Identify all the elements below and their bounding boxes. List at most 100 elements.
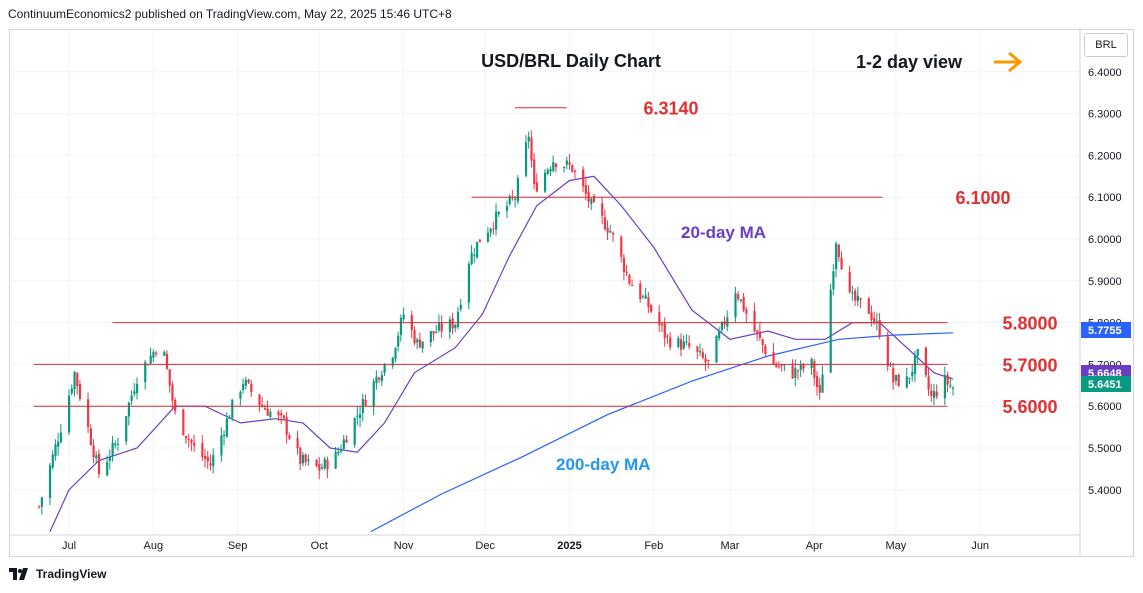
candle-body bbox=[856, 295, 859, 301]
candle-body bbox=[832, 271, 835, 290]
candle-body bbox=[149, 355, 152, 364]
candle-body bbox=[601, 203, 604, 216]
candle-body bbox=[38, 506, 41, 508]
level-label: 6.3140 bbox=[643, 99, 698, 119]
candle-body bbox=[359, 414, 362, 419]
candle-body bbox=[326, 459, 329, 470]
candle-body bbox=[380, 375, 383, 382]
candle-body bbox=[535, 182, 539, 192]
chart-frame bbox=[9, 29, 1134, 557]
candle-body bbox=[372, 381, 375, 407]
candle-body bbox=[669, 337, 672, 348]
candle-body bbox=[190, 439, 193, 443]
candle-body bbox=[258, 394, 261, 406]
candle-body bbox=[340, 449, 343, 452]
candle-body bbox=[435, 332, 438, 334]
candle-body bbox=[603, 217, 607, 230]
candle-body bbox=[737, 294, 740, 300]
candle-body bbox=[916, 349, 919, 356]
labels: 6.3140 6.1000 5.8000 5.7000 5.6000 USD/BRL Da… bbox=[481, 51, 1057, 474]
candle-body bbox=[946, 374, 949, 385]
y-tick-label: 6.1000 bbox=[1088, 192, 1122, 204]
candle-body bbox=[582, 169, 585, 187]
candle-body bbox=[777, 366, 781, 368]
candle-body bbox=[584, 185, 587, 194]
candle-body bbox=[174, 399, 177, 412]
candle-body bbox=[761, 339, 764, 345]
candle-body bbox=[394, 348, 397, 359]
candle-body bbox=[193, 442, 196, 446]
candle-body bbox=[878, 319, 881, 337]
candle-body bbox=[399, 317, 403, 335]
symbol-label[interactable]: BRL bbox=[1084, 33, 1128, 57]
candle-body bbox=[152, 351, 155, 358]
candle-body bbox=[476, 241, 479, 258]
candle-body bbox=[530, 137, 533, 161]
candle-body bbox=[549, 168, 552, 172]
y-tick-label: 5.9000 bbox=[1088, 276, 1122, 288]
candle-body bbox=[612, 232, 615, 235]
price-box-last bbox=[1081, 376, 1131, 392]
candle-body bbox=[663, 323, 666, 338]
y-tick-label: 5.4000 bbox=[1088, 485, 1122, 497]
candle-body bbox=[911, 371, 914, 377]
candle-body bbox=[775, 363, 778, 367]
candle-body bbox=[301, 454, 305, 464]
candle-body bbox=[114, 443, 117, 446]
tradingview-logo-icon bbox=[9, 568, 31, 580]
candle-body bbox=[378, 377, 381, 380]
candle-body bbox=[935, 391, 938, 397]
candle-body bbox=[307, 459, 310, 461]
price-box-label: 5.6451 bbox=[1088, 379, 1122, 391]
candle-body bbox=[127, 402, 131, 417]
candle-body bbox=[182, 409, 185, 436]
candle-body bbox=[432, 331, 435, 334]
candle-body bbox=[511, 197, 514, 199]
footer: TradingView bbox=[9, 567, 106, 581]
candle-body bbox=[225, 418, 228, 437]
candle-body bbox=[163, 351, 166, 356]
candle-body bbox=[440, 323, 443, 332]
candle-body bbox=[165, 353, 169, 369]
candle-body bbox=[718, 331, 721, 339]
candle-body bbox=[89, 428, 92, 445]
candle-body bbox=[796, 370, 800, 372]
candle-body bbox=[144, 362, 147, 383]
price-box-ma200 bbox=[1081, 322, 1131, 338]
candle-body bbox=[204, 455, 207, 460]
candle-body bbox=[527, 136, 530, 142]
candle-body bbox=[704, 358, 707, 363]
candle-body bbox=[470, 252, 473, 265]
candle-body bbox=[625, 271, 628, 273]
candle-body bbox=[821, 374, 824, 393]
candle-body bbox=[508, 196, 511, 205]
ma200-line-group bbox=[370, 332, 954, 533]
level-label: 5.8000 bbox=[1002, 314, 1057, 334]
candle-body bbox=[402, 314, 405, 320]
candle-body bbox=[886, 336, 889, 367]
y-tick-label: 6.2000 bbox=[1088, 150, 1122, 162]
candle-body bbox=[680, 339, 683, 350]
y-tick-label: 6.3000 bbox=[1088, 109, 1122, 121]
candle-body bbox=[677, 338, 680, 347]
candle-body bbox=[533, 159, 536, 184]
candle-body bbox=[628, 274, 631, 284]
x-tick-label: Apr bbox=[806, 540, 823, 552]
candle-body bbox=[318, 463, 321, 471]
candle-body bbox=[263, 408, 267, 410]
candle-body bbox=[660, 323, 664, 326]
candle-body bbox=[685, 341, 688, 343]
candle-body bbox=[568, 162, 571, 165]
candle-body bbox=[756, 330, 759, 333]
candle-body bbox=[715, 335, 718, 363]
candle-body bbox=[125, 416, 128, 442]
candle-body bbox=[51, 454, 54, 468]
candle-body bbox=[282, 415, 286, 419]
candle-body bbox=[620, 236, 623, 257]
candle-body bbox=[277, 411, 280, 416]
candle-body bbox=[111, 442, 114, 456]
candle-body bbox=[473, 254, 476, 256]
candle-body bbox=[791, 365, 794, 379]
candle-body bbox=[280, 413, 283, 416]
